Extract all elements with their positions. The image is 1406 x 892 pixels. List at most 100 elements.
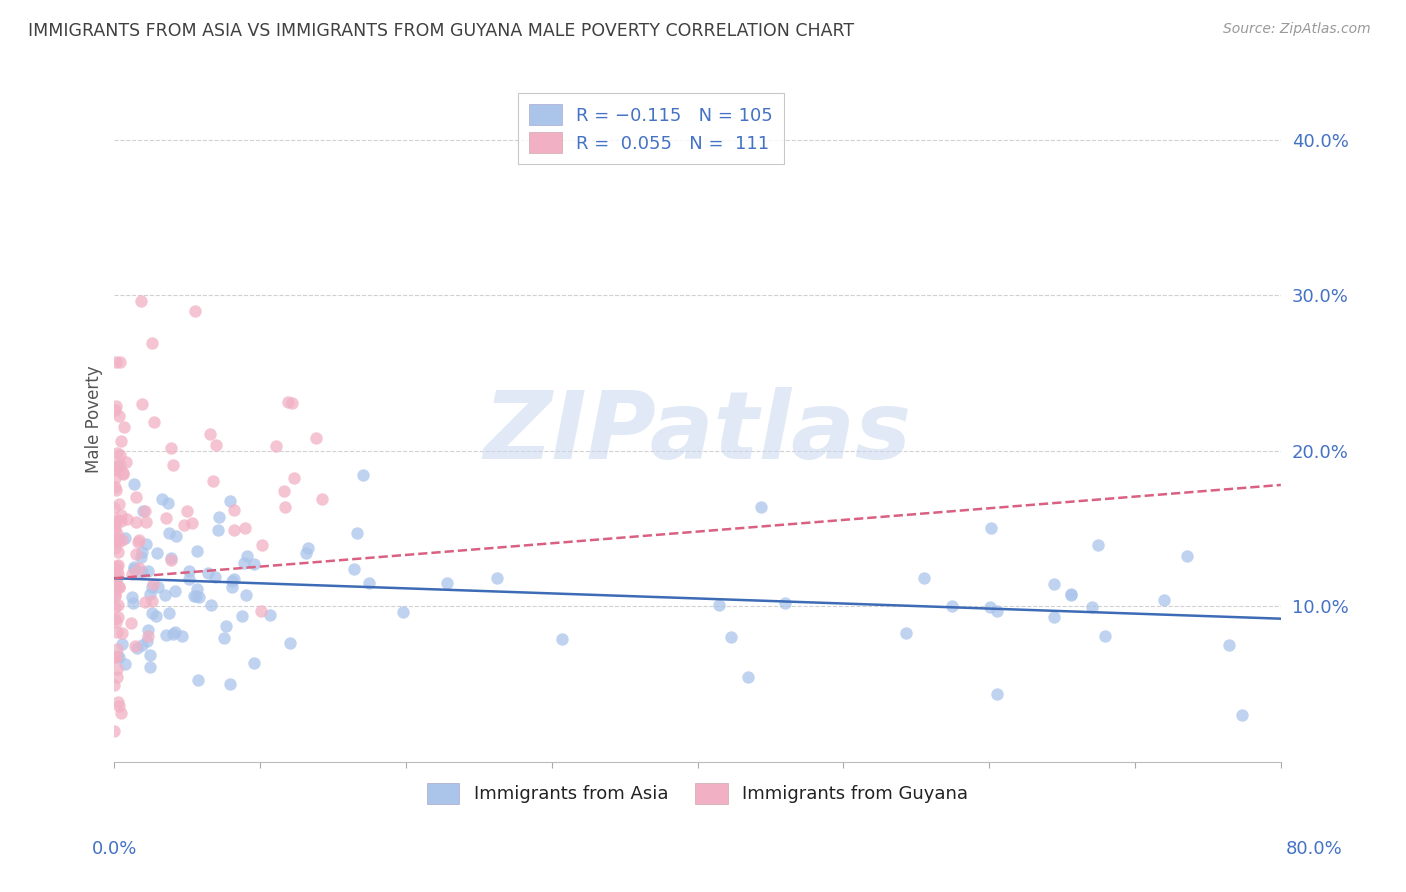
Point: [122, 596, 145, 610]
Point: [114, 657, 136, 672]
Point: [104, 650, 127, 665]
Point: [259, 608, 281, 623]
Point: [131, 504, 153, 518]
Point: [160, 551, 183, 566]
Point: [222, 502, 245, 516]
Point: [155, 589, 177, 603]
Point: [352, 467, 374, 482]
Point: [1059, 587, 1081, 601]
Point: [107, 567, 129, 582]
Point: [184, 589, 207, 603]
Point: [103, 500, 125, 515]
Point: [187, 673, 209, 687]
Point: [104, 590, 127, 604]
Point: [103, 458, 125, 472]
Point: [107, 610, 129, 624]
Point: [124, 639, 146, 653]
Point: [183, 303, 205, 318]
Point: [107, 694, 129, 708]
Point: [297, 541, 319, 556]
Point: [115, 511, 138, 525]
Point: [104, 520, 127, 534]
Point: [749, 500, 772, 515]
Point: [127, 534, 149, 549]
Point: [165, 529, 187, 543]
Point: [135, 537, 157, 551]
Point: [162, 458, 184, 472]
Point: [104, 470, 127, 484]
Point: [122, 560, 145, 574]
Point: [105, 534, 128, 549]
Point: [273, 484, 295, 499]
Point: [980, 521, 1002, 535]
Point: [986, 687, 1008, 701]
Point: [104, 571, 127, 585]
Point: [155, 510, 177, 524]
Point: [125, 547, 148, 561]
Point: [720, 631, 742, 645]
Point: [131, 545, 153, 559]
Point: [110, 706, 132, 721]
Point: [914, 571, 936, 585]
Point: [104, 612, 127, 626]
Point: [1060, 588, 1083, 602]
Point: [200, 426, 222, 441]
Legend: Immigrants from Asia, Immigrants from Guyana: Immigrants from Asia, Immigrants from Gu…: [416, 772, 979, 814]
Point: [121, 566, 143, 581]
Point: [125, 515, 148, 529]
Point: [188, 590, 211, 604]
Point: [357, 575, 380, 590]
Point: [107, 544, 129, 558]
Point: [551, 632, 574, 647]
Point: [129, 550, 152, 565]
Point: [105, 571, 128, 585]
Text: 0.0%: 0.0%: [91, 840, 136, 858]
Point: [436, 575, 458, 590]
Point: [105, 446, 128, 460]
Point: [105, 533, 128, 547]
Point: [139, 587, 162, 601]
Point: [108, 580, 131, 594]
Point: [181, 516, 204, 531]
Point: [141, 606, 163, 620]
Point: [346, 526, 368, 541]
Point: [170, 629, 193, 643]
Point: [134, 504, 156, 518]
Point: [141, 594, 163, 608]
Point: [162, 627, 184, 641]
Point: [177, 573, 200, 587]
Point: [1175, 549, 1198, 564]
Point: [145, 546, 167, 560]
Point: [134, 595, 156, 609]
Point: [129, 294, 152, 309]
Point: [136, 629, 159, 643]
Point: [294, 546, 316, 560]
Point: [104, 399, 127, 413]
Point: [108, 698, 131, 713]
Text: IMMIGRANTS FROM ASIA VS IMMIGRANTS FROM GUYANA MALE POVERTY CORRELATION CHART: IMMIGRANTS FROM ASIA VS IMMIGRANTS FROM …: [28, 22, 855, 40]
Point: [108, 448, 131, 462]
Point: [1094, 629, 1116, 643]
Point: [183, 589, 205, 603]
Point: [157, 496, 180, 510]
Point: [250, 604, 273, 618]
Point: [221, 580, 243, 594]
Point: [186, 544, 208, 558]
Point: [103, 560, 125, 574]
Point: [281, 396, 304, 410]
Point: [141, 335, 163, 350]
Point: [205, 438, 228, 452]
Point: [979, 600, 1001, 615]
Point: [222, 523, 245, 537]
Point: [207, 523, 229, 537]
Point: [108, 458, 131, 473]
Point: [142, 577, 165, 591]
Point: [128, 561, 150, 575]
Point: [110, 434, 132, 449]
Point: [104, 577, 127, 591]
Point: [104, 402, 127, 417]
Point: [105, 354, 128, 368]
Point: [105, 526, 128, 541]
Point: [150, 491, 173, 506]
Point: [105, 625, 128, 640]
